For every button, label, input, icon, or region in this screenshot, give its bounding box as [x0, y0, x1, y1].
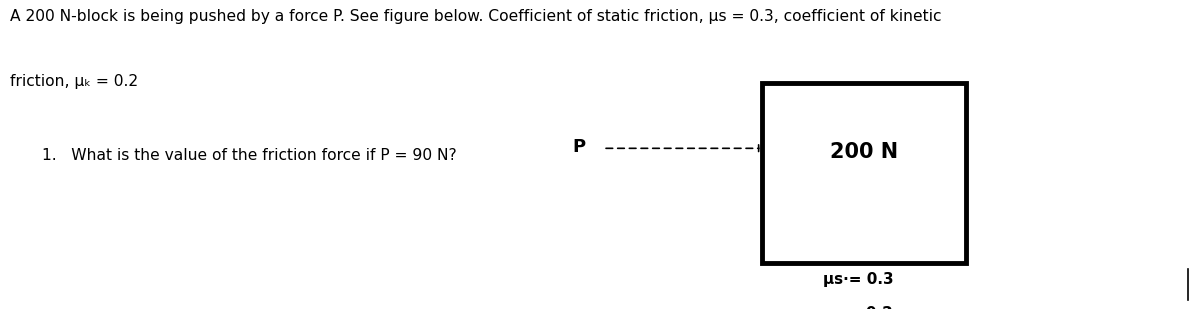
Text: friction, μₖ = 0.2: friction, μₖ = 0.2 [10, 74, 138, 89]
Text: A 200 N-block is being pushed by a force P. See figure below. Coefficient of sta: A 200 N-block is being pushed by a force… [10, 9, 941, 24]
Text: 1.   What is the value of the friction force if P = 90 N?: 1. What is the value of the friction for… [42, 148, 457, 163]
Text: μₖ = 0.2: μₖ = 0.2 [823, 306, 893, 309]
Text: P: P [572, 138, 586, 156]
Text: μs·= 0.3: μs·= 0.3 [823, 272, 893, 287]
Bar [762, 83, 966, 263]
Text: 200 N: 200 N [830, 142, 898, 162]
